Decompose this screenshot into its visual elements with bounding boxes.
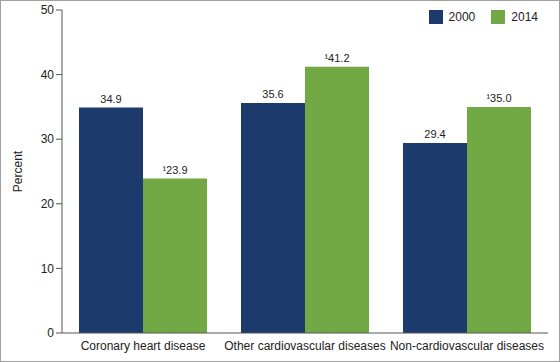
svg-text:Percent: Percent	[11, 150, 25, 192]
svg-text:¹41.2: ¹41.2	[324, 52, 349, 64]
svg-text:29.4: 29.4	[424, 128, 445, 140]
svg-text:¹23.9: ¹23.9	[162, 164, 187, 176]
svg-text:0: 0	[47, 326, 54, 340]
html-text:2000: 2000	[448, 10, 476, 24]
svg-text:¹35.0: ¹35.0	[486, 92, 511, 104]
svg-text:Non-cardiovascular diseases: Non-cardiovascular diseases	[390, 339, 544, 353]
html-text:2014: 2014	[511, 10, 538, 24]
svg-text:35.6: 35.6	[262, 88, 283, 100]
svg-text:34.9: 34.9	[100, 93, 121, 105]
svg-text:20: 20	[41, 197, 55, 211]
svg-text:Other cardiovascular diseases: Other cardiovascular diseases	[224, 339, 385, 353]
svg-text:Coronary heart disease: Coronary heart disease	[81, 339, 206, 353]
svg-text:50: 50	[41, 3, 55, 17]
svg-text:40: 40	[41, 68, 55, 82]
svg-text:10: 10	[41, 262, 55, 276]
svg-text:30: 30	[41, 132, 55, 146]
